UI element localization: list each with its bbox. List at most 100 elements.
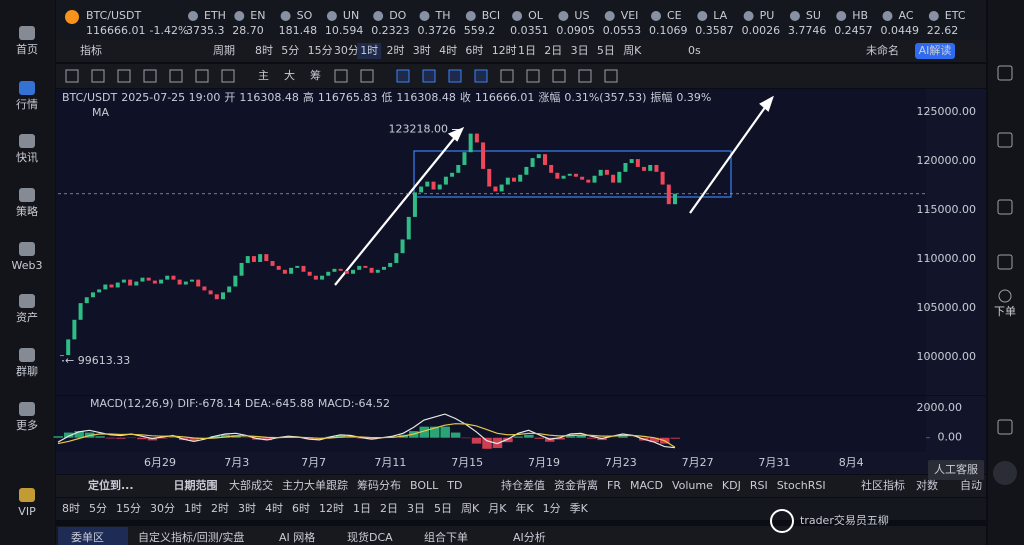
tool-icon[interactable] xyxy=(360,69,374,83)
ticker-symbol[interactable]: ETH xyxy=(204,9,226,22)
ticker-symbol[interactable]: EN xyxy=(250,9,265,22)
layout-name[interactable]: 未命名 xyxy=(866,43,899,57)
tool-icon[interactable] xyxy=(221,69,235,83)
toolbar-item[interactable]: 6时 xyxy=(292,502,310,515)
toolbar-item[interactable]: TD xyxy=(446,479,462,492)
side-icon[interactable] xyxy=(997,65,1013,81)
nav-item[interactable]: 快讯 xyxy=(16,151,38,164)
tool-icon[interactable] xyxy=(91,69,105,83)
toolbar-item[interactable]: 8时 xyxy=(62,502,80,515)
tool-label[interactable]: 筹 xyxy=(310,68,321,82)
tab[interactable]: AI分析 xyxy=(513,530,546,544)
tool-icon[interactable] xyxy=(578,69,592,83)
toolbar-item[interactable]: 3时 xyxy=(238,502,256,515)
toolbar-item[interactable]: MACD xyxy=(630,479,663,492)
tool-icon[interactable] xyxy=(334,69,348,83)
tab[interactable]: AI 网格 xyxy=(279,530,315,544)
nav-item[interactable]: 群聊 xyxy=(16,364,38,378)
nav-item[interactable]: Web3 xyxy=(12,259,43,272)
toolbar-item[interactable]: 周K xyxy=(461,502,480,515)
period-item[interactable]: 1日 xyxy=(518,44,536,57)
auto-toggle[interactable]: 自动 xyxy=(960,479,982,492)
ticker-symbol[interactable]: AC xyxy=(899,9,914,22)
toolbar-item[interactable]: 季K xyxy=(570,502,589,515)
tab[interactable]: 委单区 xyxy=(71,531,104,544)
period-button[interactable]: 周期 xyxy=(213,44,235,57)
tool-label[interactable]: 主 xyxy=(258,69,269,82)
order-button[interactable]: 下单 xyxy=(994,305,1016,318)
toolbar-item[interactable]: 1日 xyxy=(353,502,371,515)
period-item[interactable]: 3时 xyxy=(413,44,431,57)
tool-icon[interactable] xyxy=(143,69,157,83)
toolbar-item[interactable]: 15分 xyxy=(116,502,141,515)
ticker-symbol[interactable]: US xyxy=(574,9,589,22)
ticker-symbol[interactable]: BTC/USDT xyxy=(86,9,142,22)
nav-item[interactable]: 首页 xyxy=(16,42,38,56)
period-item[interactable]: 周K xyxy=(623,44,642,57)
toolbar-item[interactable]: BOLL xyxy=(410,479,439,492)
tool-icon[interactable] xyxy=(474,69,488,83)
nav-item[interactable]: 策略 xyxy=(16,204,38,218)
period-item[interactable]: 5日 xyxy=(597,44,615,57)
toolbar-item[interactable]: 年K xyxy=(515,501,534,515)
tool-icon[interactable] xyxy=(552,69,566,83)
period-item[interactable]: 30分 xyxy=(334,44,359,57)
toolbar-item[interactable]: 资金背离 xyxy=(554,478,598,492)
toolbar-item[interactable]: StochRSI xyxy=(777,479,826,492)
tool-icon[interactable] xyxy=(604,69,618,83)
toolbar-item[interactable]: 日期范围 xyxy=(174,478,218,492)
tab[interactable]: 组合下单 xyxy=(424,530,468,544)
toolbar-item[interactable]: 5日 xyxy=(434,502,452,515)
support-button[interactable] xyxy=(993,461,1017,485)
period-item[interactable]: 2时 xyxy=(387,44,405,57)
nav-item[interactable]: 更多 xyxy=(16,418,38,432)
period-item[interactable]: 12时 xyxy=(492,44,517,57)
ticker-symbol[interactable]: BCI xyxy=(482,9,500,22)
tab[interactable]: 自定义指标/回测/实盘 xyxy=(138,530,244,544)
tool-label[interactable]: 大 xyxy=(284,68,295,82)
toolbar-item[interactable]: 5分 xyxy=(89,502,107,515)
ticker-symbol[interactable]: PU xyxy=(760,9,775,22)
side-icon[interactable] xyxy=(997,254,1013,270)
toolbar-item[interactable]: 1分 xyxy=(543,502,561,515)
ticker-symbol[interactable]: OL xyxy=(528,9,544,22)
toolbar-item[interactable]: 主力大单跟踪 xyxy=(282,478,348,492)
period-item[interactable]: 8时 xyxy=(255,44,273,57)
tool-icon[interactable] xyxy=(396,69,410,83)
ticker-symbol[interactable]: SU xyxy=(806,9,821,22)
period-item[interactable]: 1时 xyxy=(360,44,378,57)
toolbar-item[interactable]: KDJ xyxy=(722,479,741,492)
toolbar-item[interactable]: 大部成交 xyxy=(229,478,273,492)
toolbar-item[interactable]: 1时 xyxy=(184,502,202,515)
ticker-symbol[interactable]: DO xyxy=(389,9,406,22)
ticker-symbol[interactable]: SO xyxy=(297,9,313,22)
nav-item[interactable]: 资产 xyxy=(16,310,38,324)
indicator-button[interactable]: 指标 xyxy=(80,43,102,57)
tool-icon[interactable] xyxy=(448,69,462,83)
toolbar-item[interactable]: 3日 xyxy=(407,502,425,515)
toolbar-item[interactable]: 定位到... xyxy=(88,478,134,492)
toolbar-item[interactable]: FR xyxy=(607,479,621,492)
toolbar-item[interactable]: 30分 xyxy=(150,502,175,515)
period-item[interactable]: 2日 xyxy=(544,44,562,57)
tool-icon[interactable] xyxy=(195,69,209,83)
ticker-symbol[interactable]: TH xyxy=(435,9,451,22)
tool-icon[interactable] xyxy=(117,69,131,83)
ai-button[interactable] xyxy=(915,43,955,59)
side-icon[interactable] xyxy=(997,199,1013,215)
tool-icon[interactable] xyxy=(169,69,183,83)
tool-icon[interactable] xyxy=(526,69,540,83)
period-item[interactable]: 15分 xyxy=(308,44,333,57)
order-icon[interactable] xyxy=(998,289,1012,303)
community-indicators[interactable]: 社区指标 xyxy=(861,478,905,492)
toolbar-item[interactable]: Volume xyxy=(672,479,713,492)
side-icon[interactable] xyxy=(997,419,1013,435)
period-item[interactable]: 3日 xyxy=(571,44,589,57)
toolbar-item[interactable]: 持仓差值 xyxy=(501,478,545,492)
toolbar-item[interactable]: 月K xyxy=(488,502,507,515)
ticker-symbol[interactable]: VEI xyxy=(621,9,639,22)
period-item[interactable]: 5分 xyxy=(281,44,299,57)
log-toggle[interactable]: 对数 xyxy=(916,478,938,492)
nav-item[interactable]: VIP xyxy=(18,505,36,518)
period-item[interactable]: 4时 xyxy=(439,44,457,57)
